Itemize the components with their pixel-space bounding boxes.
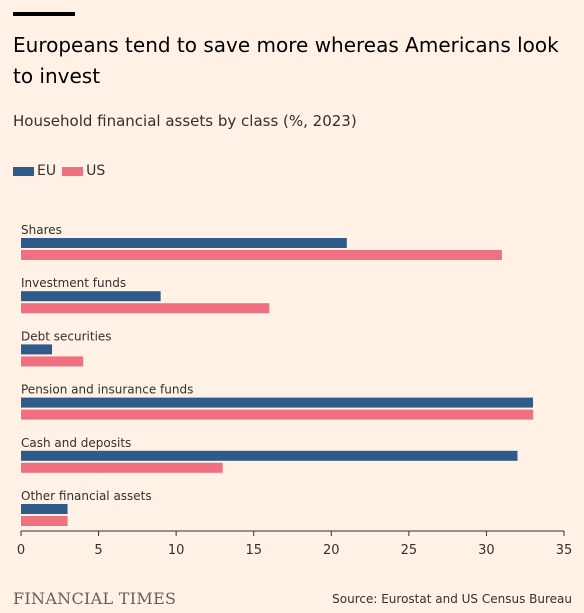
x-tick-label-30: 30 (478, 543, 495, 558)
bar-us-pension-and-insurance-funds (21, 409, 533, 420)
legend-label-eu: EU (37, 163, 57, 179)
x-tick-label-35: 35 (556, 543, 573, 558)
bar-eu-debt-securities (21, 344, 53, 355)
bar-eu-shares (21, 238, 347, 248)
source-note: Source: Eurostat and US Census Bureau (332, 592, 572, 606)
legend-item-us: US (62, 163, 105, 179)
bar-eu-investment-funds (21, 291, 161, 302)
category-label-other-financial-assets: Other financial assets (21, 489, 152, 503)
ft-top-rule (13, 12, 75, 16)
ft-brand-logo: FINANCIAL TIMES (13, 589, 177, 608)
legend-swatch-eu (13, 166, 34, 176)
category-label-pension-and-insurance-funds: Pension and insurance funds (21, 383, 193, 397)
category-label-shares: Shares (21, 223, 62, 237)
category-label-investment-funds: Investment funds (21, 276, 126, 290)
chart-title: Europeans tend to save more whereas Amer… (13, 33, 559, 88)
bar-eu-cash-and-deposits (21, 450, 518, 461)
category-label-cash-and-deposits: Cash and deposits (21, 436, 131, 450)
chart-legend: EU US (13, 163, 111, 179)
x-tick-label-0: 0 (17, 543, 25, 558)
category-label-debt-securities: Debt securities (21, 329, 112, 343)
x-tick-label-10: 10 (168, 543, 185, 558)
x-tick-label-15: 15 (245, 543, 262, 558)
legend-swatch-us (62, 166, 84, 176)
x-tick-label-25: 25 (401, 543, 418, 558)
chart-subtitle: Household financial assets by class (%, … (13, 112, 357, 130)
bar-us-investment-funds (21, 303, 270, 314)
bar-eu-pension-and-insurance-funds (21, 397, 533, 408)
bar-eu-other-financial-assets (21, 504, 68, 514)
x-tick-label-20: 20 (323, 543, 340, 558)
legend-item-eu: EU (13, 163, 56, 179)
legend-label-us: US (86, 163, 106, 179)
bar-us-shares (21, 250, 502, 260)
bar-us-cash-and-deposits (21, 462, 223, 473)
bar-us-other-financial-assets (21, 516, 68, 526)
x-tick-label-5: 5 (94, 543, 102, 558)
bar-us-debt-securities (21, 356, 84, 367)
